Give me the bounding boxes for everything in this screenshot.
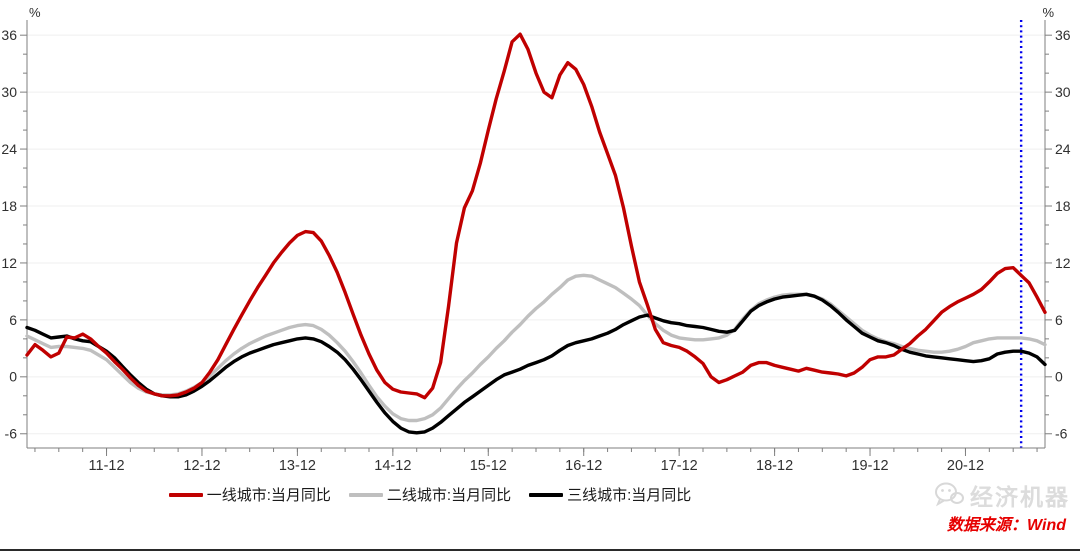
- legend-item-tier3: 三线城市:当月同比: [529, 484, 691, 505]
- tier1-legend-label: 一线城市:当月同比: [206, 487, 331, 504]
- watermark-text: 经济机器: [970, 484, 1070, 510]
- tier3-legend-label: 三线城市:当月同比: [567, 487, 692, 504]
- tier2-line-swatch: [348, 492, 383, 497]
- legend-item-tier2: 二线城市:当月同比: [348, 484, 512, 505]
- svg-text:18: 18: [1, 198, 17, 214]
- legend: 一线城市:当月同比 二线城市:当月同比 三线城市:当月同比: [0, 484, 860, 505]
- chart-canvas: -6 -6 0 0 6 6 12 12 18 18 24 24 30 30 36 36 11-12 12-12 13…: [1, 20, 1071, 474]
- svg-text:19-12: 19-12: [851, 458, 888, 474]
- tier2-legend-label: 二线城市:当月同比: [386, 487, 512, 504]
- svg-text:0: 0: [9, 369, 17, 385]
- svg-text:36: 36: [1, 27, 17, 43]
- svg-text:30: 30: [1, 84, 17, 100]
- svg-text:14-12: 14-12: [374, 458, 411, 474]
- bottom-divider: [0, 549, 1080, 551]
- y-axis-unit-right: %: [1042, 5, 1054, 20]
- svg-text:16-12: 16-12: [565, 458, 602, 474]
- svg-text:12: 12: [1, 255, 17, 271]
- svg-text:-6: -6: [5, 426, 18, 442]
- tier3-line-swatch: [529, 492, 564, 497]
- svg-text:30: 30: [1055, 84, 1071, 100]
- legend-item-tier1: 一线城市:当月同比: [168, 484, 331, 505]
- svg-text:36: 36: [1055, 27, 1071, 43]
- tier1-line-swatch: [168, 492, 203, 497]
- svg-text:24: 24: [1055, 141, 1071, 157]
- wechat-logo-icon: [935, 482, 964, 507]
- svg-text:17-12: 17-12: [661, 458, 698, 474]
- svg-text:13-12: 13-12: [279, 458, 316, 474]
- svg-text:0: 0: [1055, 369, 1063, 385]
- svg-text:11-12: 11-12: [89, 458, 125, 474]
- svg-text:12-12: 12-12: [183, 458, 220, 474]
- svg-text:12: 12: [1055, 255, 1071, 271]
- svg-text:18: 18: [1055, 198, 1071, 214]
- svg-text:6: 6: [1055, 312, 1063, 328]
- watermark: 经济机器: [934, 478, 1070, 512]
- svg-text:-6: -6: [1055, 426, 1068, 442]
- y-axis-unit-left: %: [29, 5, 41, 20]
- svg-text:18-12: 18-12: [756, 458, 793, 474]
- data-source-note: 数据来源：Wind: [947, 517, 1066, 534]
- svg-text:15-12: 15-12: [470, 458, 507, 474]
- svg-text:6: 6: [9, 312, 17, 328]
- svg-text:20-12: 20-12: [947, 458, 984, 474]
- svg-text:24: 24: [1, 141, 17, 157]
